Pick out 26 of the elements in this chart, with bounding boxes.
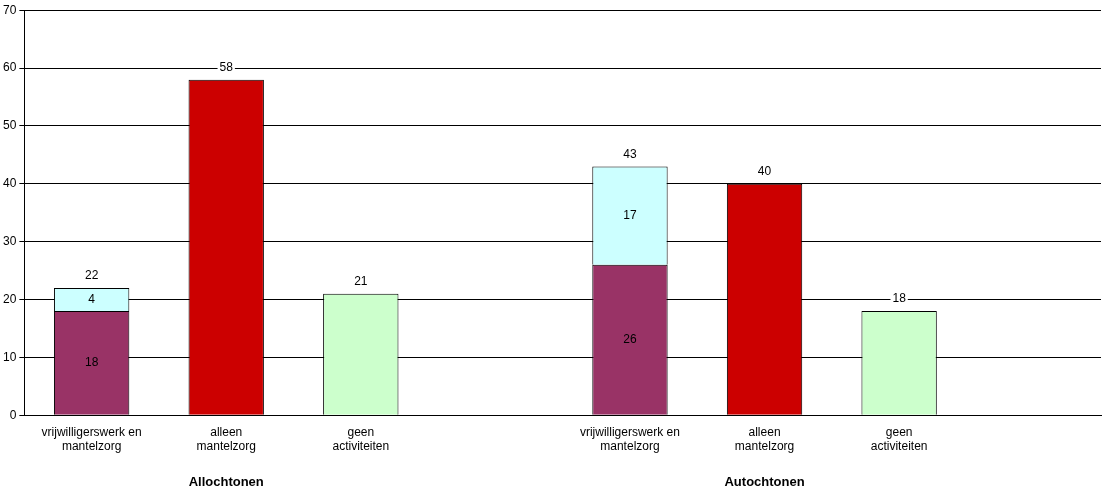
total-label: 18 <box>892 291 907 306</box>
total-label: 21 <box>354 274 368 289</box>
y-tick-label: 30 <box>2 233 17 248</box>
x-tick-label: vrijwilligerswerk en mantelzorg <box>579 424 680 454</box>
data-label: 26 <box>623 332 637 347</box>
x-tick-label: alleen mantelzorg <box>734 424 795 454</box>
total-label: 43 <box>623 146 637 161</box>
y-tick-label: 20 <box>2 291 17 306</box>
data-label: 18 <box>84 355 99 370</box>
x-tick-label: geen activiteiten <box>870 424 928 454</box>
x-tick-label: alleen mantelzorg <box>196 424 256 454</box>
y-tick-label: 10 <box>2 349 17 364</box>
y-tick-label: 0 <box>9 407 17 422</box>
total-label: 22 <box>84 268 99 283</box>
text: Autochtonen <box>724 473 805 489</box>
y-tick-label: 50 <box>2 118 17 133</box>
y-tick-label: 40 <box>2 176 17 191</box>
y-tick-label: 60 <box>2 60 17 75</box>
x-tick-label: geen activiteiten <box>332 424 390 454</box>
y-tick-label: 70 <box>2 2 17 17</box>
data-label: 4 <box>88 291 96 306</box>
total-label: 40 <box>757 164 772 179</box>
data-label: 17 <box>623 207 637 222</box>
text: Allochtonen <box>188 473 264 489</box>
x-tick-label: vrijwilligerswerk en mantelzorg <box>41 424 142 454</box>
total-label: 58 <box>219 59 234 74</box>
